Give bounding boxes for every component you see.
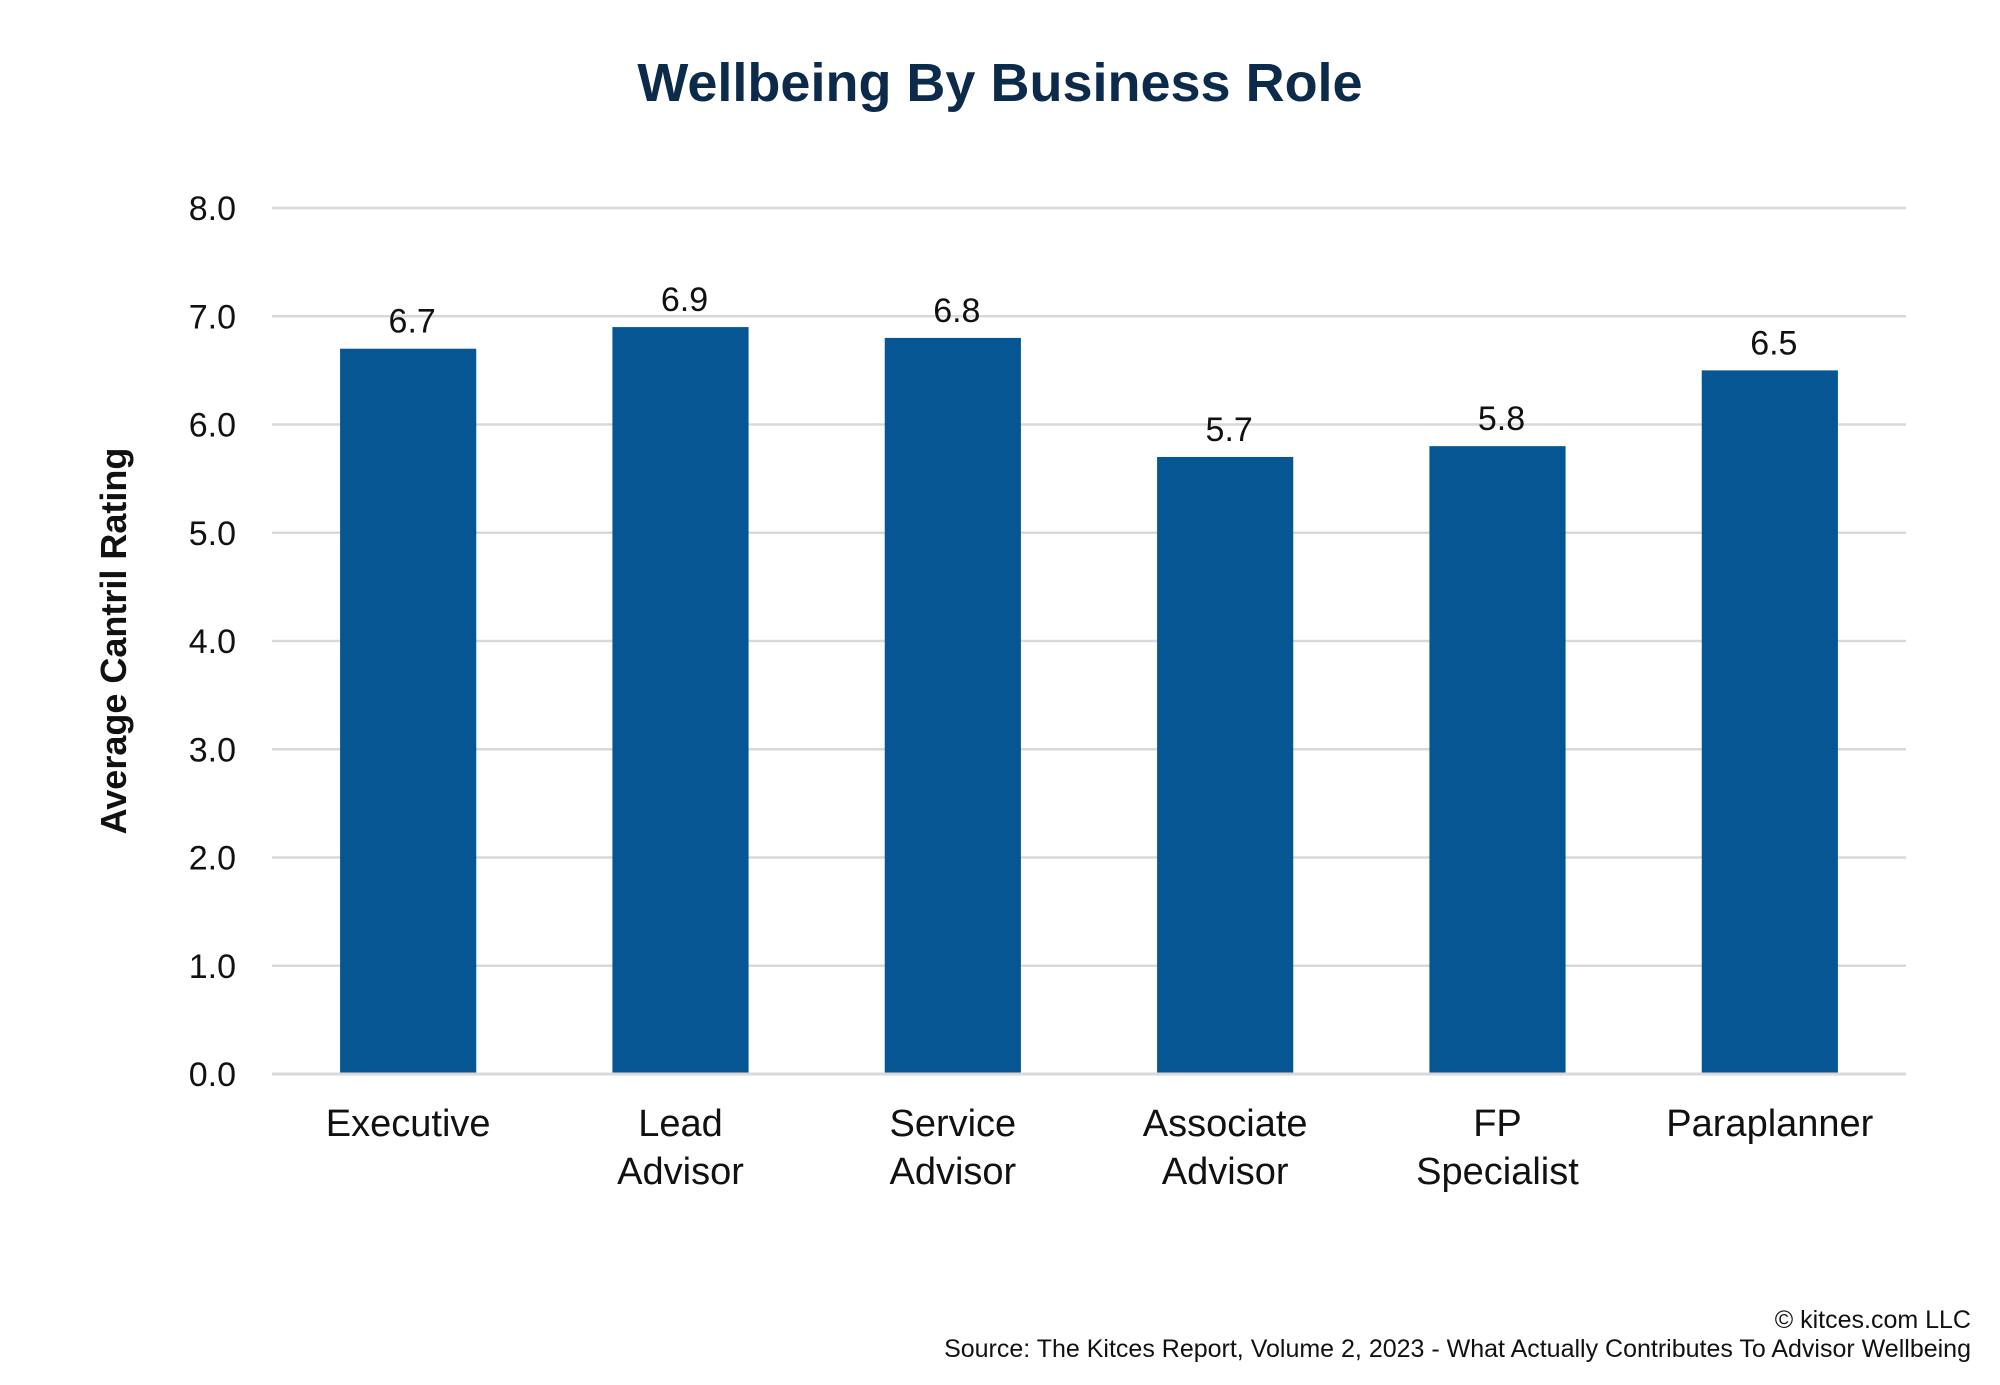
source-note: Source: The Kitces Report, Volume 2, 202… bbox=[944, 1335, 1971, 1363]
x-tick-label: Service bbox=[889, 1103, 1016, 1145]
y-tick-label: 4.0 bbox=[189, 623, 236, 661]
x-tick-label: FP bbox=[1473, 1103, 1522, 1145]
bar bbox=[884, 337, 1021, 1074]
data-label: 5.8 bbox=[1478, 400, 1525, 438]
y-axis-label: Average Cantril Rating bbox=[93, 448, 134, 835]
x-tick-label: Paraplanner bbox=[1666, 1103, 1873, 1145]
y-tick-label: 2.0 bbox=[189, 840, 236, 878]
y-tick-label: 5.0 bbox=[189, 515, 236, 553]
x-tick-label: Advisor bbox=[1162, 1151, 1289, 1193]
data-label: 6.7 bbox=[389, 303, 436, 341]
x-tick-label: Advisor bbox=[889, 1151, 1016, 1193]
bar bbox=[612, 327, 749, 1074]
x-tick-label: Advisor bbox=[617, 1151, 744, 1193]
y-tick-label: 8.0 bbox=[189, 190, 236, 228]
data-label: 6.9 bbox=[661, 281, 708, 319]
bar bbox=[340, 348, 477, 1075]
y-tick-label: 1.0 bbox=[189, 948, 236, 986]
bar bbox=[1429, 446, 1566, 1074]
y-tick-label: 7.0 bbox=[189, 298, 236, 336]
x-tick-label: Associate bbox=[1143, 1103, 1308, 1145]
x-tick-label: Specialist bbox=[1416, 1151, 1579, 1193]
copyright: © kitces.com LLC bbox=[1774, 1306, 1971, 1334]
chart-title: Wellbeing By Business Role bbox=[637, 53, 1363, 113]
bar bbox=[1157, 456, 1294, 1075]
bar bbox=[1701, 370, 1838, 1074]
x-tick-label: Executive bbox=[326, 1103, 491, 1145]
y-tick-label: 0.0 bbox=[189, 1056, 236, 1094]
x-tick-label: Lead bbox=[638, 1103, 723, 1145]
y-tick-label: 6.0 bbox=[189, 407, 236, 445]
data-label: 5.7 bbox=[1206, 411, 1253, 449]
y-tick-label: 3.0 bbox=[189, 731, 236, 769]
data-label: 6.8 bbox=[933, 292, 980, 330]
data-label: 6.5 bbox=[1750, 324, 1797, 362]
